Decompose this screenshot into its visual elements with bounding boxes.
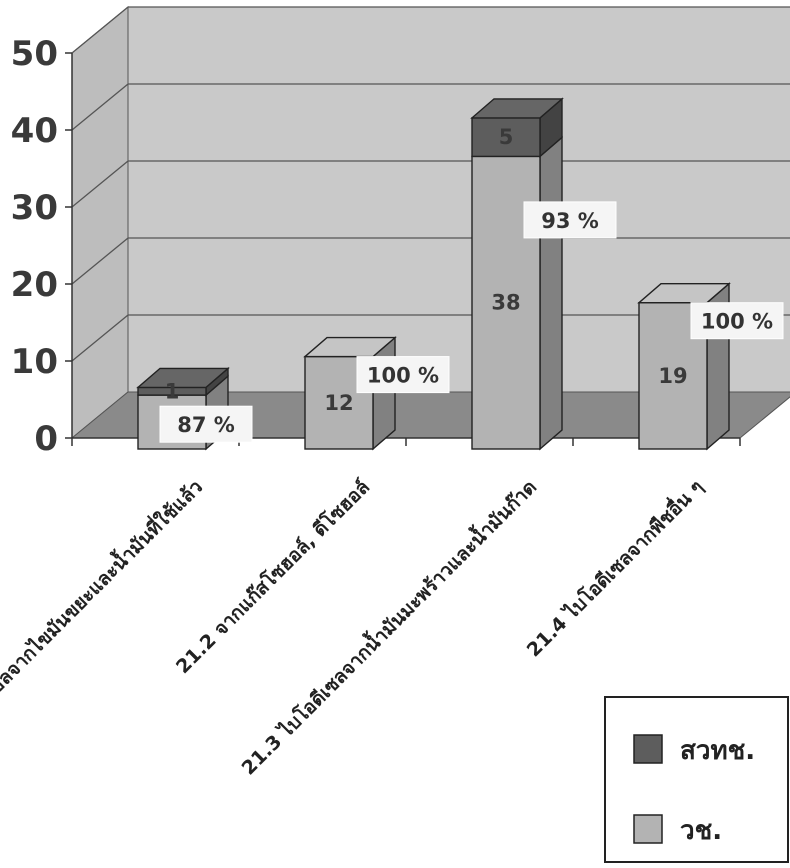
x-tick-labels: 21.1 ไบโอดีเซลจากไขมันขยะและน้ำมันที่ใช้…: [0, 473, 708, 780]
percent-label-box: [356, 356, 450, 394]
percent-label-text: 93 %: [541, 209, 599, 233]
y-tick-label: 20: [11, 265, 58, 305]
y-tick-label: 0: [34, 419, 58, 459]
value-label: 38: [491, 291, 520, 315]
gridline: [71, 314, 790, 362]
y-tick-label: 10: [11, 342, 58, 382]
bar-top: [637, 283, 731, 304]
gridline: [71, 6, 790, 54]
value-label: 1: [165, 379, 180, 403]
gridline: [71, 160, 790, 208]
side-wall: [71, 5, 129, 440]
y-tick-label: 40: [11, 111, 58, 151]
y-tick-label: 30: [11, 188, 58, 228]
x-tick-label: 21.1 ไบโอดีเซลจากไขมันขยะและน้ำมันที่ใช้…: [0, 473, 207, 780]
percent-label-box: [523, 201, 617, 239]
bar-top: [136, 367, 230, 389]
percent-label-text: 100 %: [701, 310, 773, 334]
legend-swatch: [633, 814, 663, 844]
axes: 0 10 20 30 40 50: [11, 34, 741, 459]
bar-top: [303, 336, 397, 358]
bar: [470, 97, 564, 158]
y-tick-label: 50: [11, 34, 58, 74]
value-label: 19: [658, 364, 687, 388]
bar-side: [539, 135, 563, 451]
legend-swatch: [633, 734, 663, 764]
bar: [136, 366, 230, 397]
legend: สวทช. วช.: [604, 696, 789, 863]
x-tick-label: 21.2 จากแก๊สโซฮอล์, ดีโซฮอล์: [171, 475, 374, 678]
gridline: [71, 83, 790, 131]
percent-label-box: [159, 405, 253, 443]
value-label: 5: [499, 125, 514, 149]
legend-label: สวทช.: [680, 736, 755, 766]
x-tick-label: 21.3 ไบโอดีเซลจากน้ำมันมะพร้าวและน้ำมันก…: [235, 473, 541, 779]
bar-front: [471, 117, 541, 158]
legend-label: วช.: [680, 816, 722, 846]
percent-label: 100 %: [356, 356, 450, 394]
percent-label-text: 100 %: [367, 364, 439, 388]
x-tick-label: 21.4 ไบโอดีเซลจากพืชอื่น ๆ: [521, 474, 708, 661]
percent-label: 100 %: [690, 302, 784, 340]
value-label: 12: [324, 391, 353, 415]
percent-label: 93 %: [523, 201, 617, 239]
percent-label-box: [690, 302, 784, 340]
percent-label: 87 %: [159, 405, 253, 443]
bar-top: [470, 98, 564, 119]
percent-label-text: 87 %: [177, 413, 235, 437]
